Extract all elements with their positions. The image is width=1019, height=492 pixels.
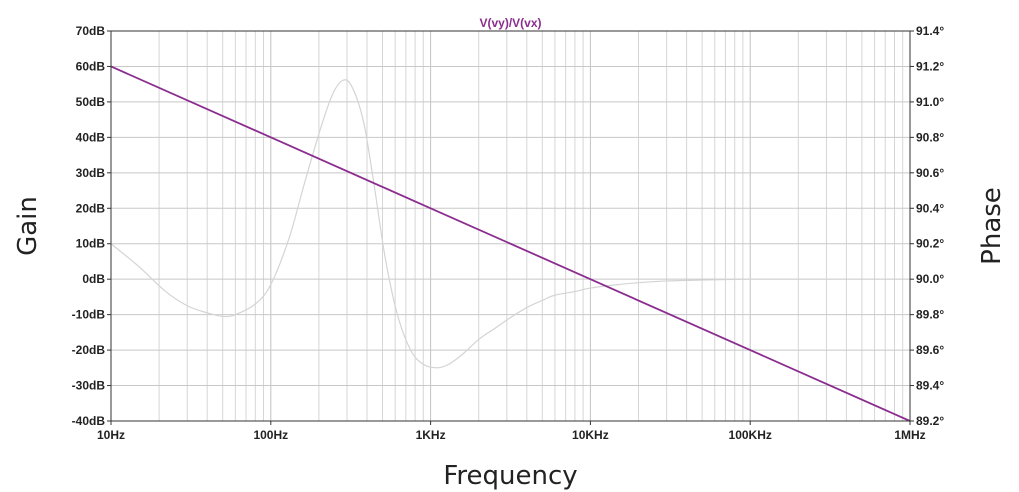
x-axis-title: Frequency: [443, 461, 577, 491]
x-tick-label: 10KHz: [572, 428, 609, 442]
y-tick-label-left: -10dB: [72, 308, 106, 322]
y-tick-label-left: 40dB: [76, 130, 106, 144]
y-tick-label-left: 70dB: [76, 24, 106, 38]
x-tick-label: 1KHz: [416, 428, 446, 442]
chart-title: V(vy)/V(vx): [479, 16, 541, 30]
y-tick-label-left: 50dB: [76, 95, 106, 109]
y-axis-title-right: Phase: [977, 187, 1007, 265]
y-tick-label-right: 90.2°: [916, 237, 944, 251]
y-tick-label-right: 90.6°: [916, 166, 944, 180]
x-tick-label: 100Hz: [253, 428, 288, 442]
y-tick-label-right: 90.4°: [916, 201, 944, 215]
y-tick-label-right: 89.8°: [916, 308, 944, 322]
x-tick-label: 100KHz: [729, 428, 772, 442]
gain-series-line: [110, 65, 911, 422]
y-tick-label-right: 89.4°: [916, 379, 944, 393]
y-tick-label-left: 20dB: [76, 201, 106, 215]
y-tick-label-left: 30dB: [76, 166, 106, 180]
series-layer: [110, 65, 911, 422]
x-tick-label: 1MHz: [894, 428, 925, 442]
y-tick-label-right: 90.0°: [916, 272, 944, 286]
y-tick-label-right: 89.2°: [916, 414, 944, 428]
grid-lines: [110, 30, 910, 422]
x-tick-label: 10Hz: [97, 428, 125, 442]
plot-frame: [110, 30, 911, 422]
y-tick-label-left: 0dB: [82, 272, 105, 286]
y-tick-label-left: 60dB: [76, 59, 106, 73]
y-tick-label-right: 91.4°: [916, 24, 944, 38]
y-tick-label-right: 89.6°: [916, 343, 944, 357]
y-tick-label-left: 10dB: [76, 237, 106, 251]
y-axis-title-left: Gain: [13, 196, 43, 256]
y-tick-label-left: -20dB: [72, 343, 106, 357]
y-tick-label-right: 90.8°: [916, 130, 944, 144]
tick-labels: 70dB 60dB 50dB 40dB 30dB 20dB 10dB 0dB -10dB -20d…: [72, 24, 945, 442]
y-tick-label-right: 91.2°: [916, 59, 944, 73]
y-tick-label-left: -30dB: [72, 379, 106, 393]
y-tick-label-left: -40dB: [72, 414, 106, 428]
y-tick-label-right: 91.0°: [916, 95, 944, 109]
phase-series-line: [110, 79, 834, 369]
